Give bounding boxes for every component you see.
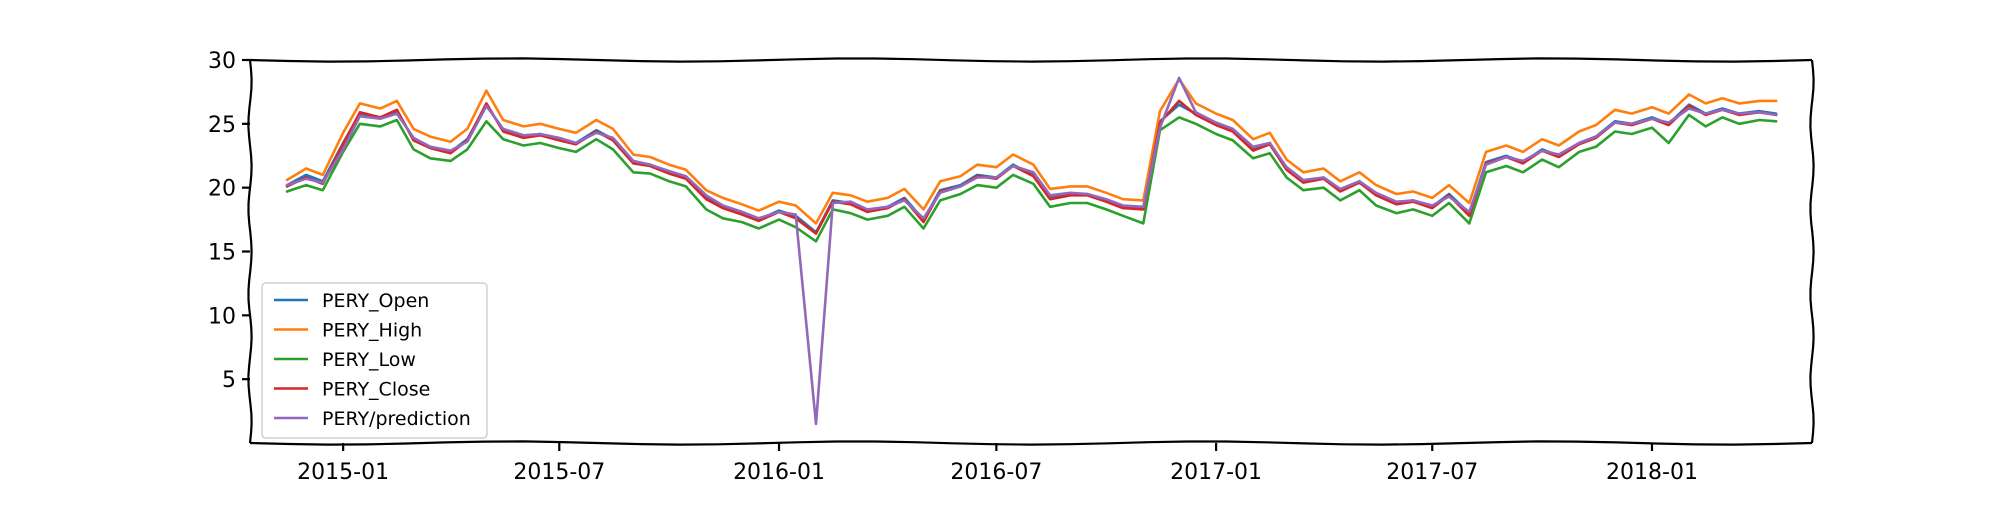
x-tick-label: 2016-01 <box>733 460 825 485</box>
x-tick-label: 2017-01 <box>1170 460 1262 485</box>
frame-top <box>249 57 1813 63</box>
series-line-pery-open <box>285 103 1778 234</box>
y-tick-label: 25 <box>208 113 236 138</box>
y-tick-label: 30 <box>208 49 236 74</box>
y-tick-label: 5 <box>222 368 236 393</box>
legend-box <box>261 282 488 439</box>
legend-label: PERY_High <box>322 320 422 342</box>
series-layer <box>285 76 1778 426</box>
legend-label: PERY/prediction <box>322 408 471 430</box>
frame-right <box>1809 59 1815 444</box>
y-tick-label: 15 <box>208 241 236 266</box>
x-tick-label: 2017-07 <box>1386 460 1478 485</box>
legend-label: PERY_Low <box>322 349 416 371</box>
y-axis: 5 10 15 20 25 30 <box>208 49 250 393</box>
series-line-pery-prediction <box>285 76 1778 426</box>
frame-bottom <box>249 440 1813 446</box>
legend: PERY_Open PERY_High PERY_Low PERY_Close PERY… <box>261 282 488 439</box>
x-tick-label: 2015-07 <box>513 460 605 485</box>
series-line-pery-close <box>285 99 1778 235</box>
y-tick-label: 20 <box>208 177 236 202</box>
series-line-pery-low <box>285 113 1778 243</box>
y-tick-label: 10 <box>208 304 236 329</box>
x-axis: 2015-01 2015-07 2016-01 2016-07 2017-01 2017-… <box>297 443 1698 485</box>
legend-label: PERY_Close <box>322 379 430 401</box>
x-tick-label: 2018-01 <box>1606 460 1698 485</box>
x-tick-label: 2015-01 <box>297 460 389 485</box>
legend-label: PERY_Open <box>322 290 429 312</box>
x-tick-label: 2016-07 <box>950 460 1042 485</box>
series-line-pery-high <box>285 77 1778 225</box>
